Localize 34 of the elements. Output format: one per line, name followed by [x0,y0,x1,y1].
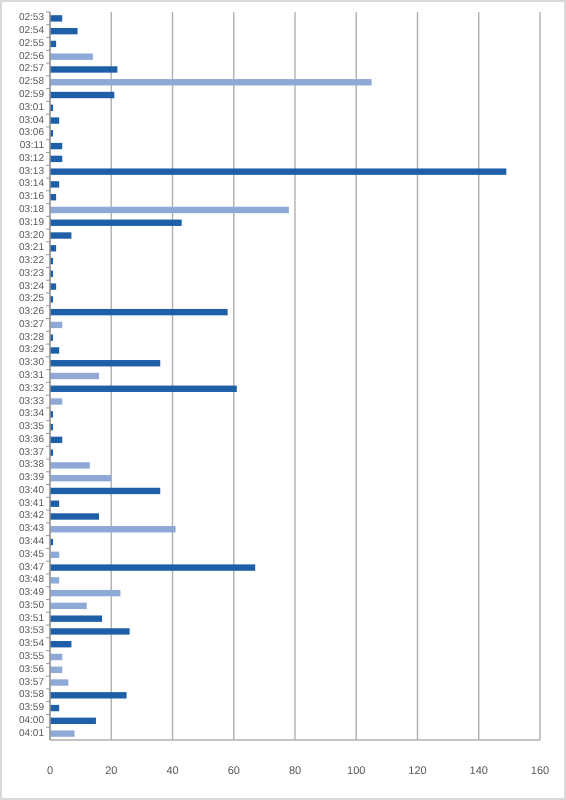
bar [50,372,99,380]
bar [50,66,118,73]
bar [50,283,57,290]
bar [50,589,121,597]
bar [50,219,182,226]
bar [50,679,69,686]
bar [50,27,78,35]
bar [50,206,289,214]
bar [50,577,60,584]
bar [50,308,228,316]
bar [50,526,176,533]
bar [50,462,90,469]
bar [50,15,63,22]
bar [50,602,87,610]
bar [50,347,60,354]
bar [50,181,60,188]
bar [50,398,63,405]
bar [50,79,372,86]
bar [50,487,161,495]
bar [50,615,103,622]
bar [50,360,161,367]
bar [50,730,75,737]
bar [50,168,507,175]
bar [50,717,96,725]
bar [50,53,93,60]
bar [50,385,237,392]
bar [50,117,60,124]
bar [50,513,99,520]
bar [50,91,115,99]
bar [50,692,127,699]
bar [50,474,112,482]
bar [50,232,72,239]
bar [50,564,256,571]
bar [50,628,130,635]
